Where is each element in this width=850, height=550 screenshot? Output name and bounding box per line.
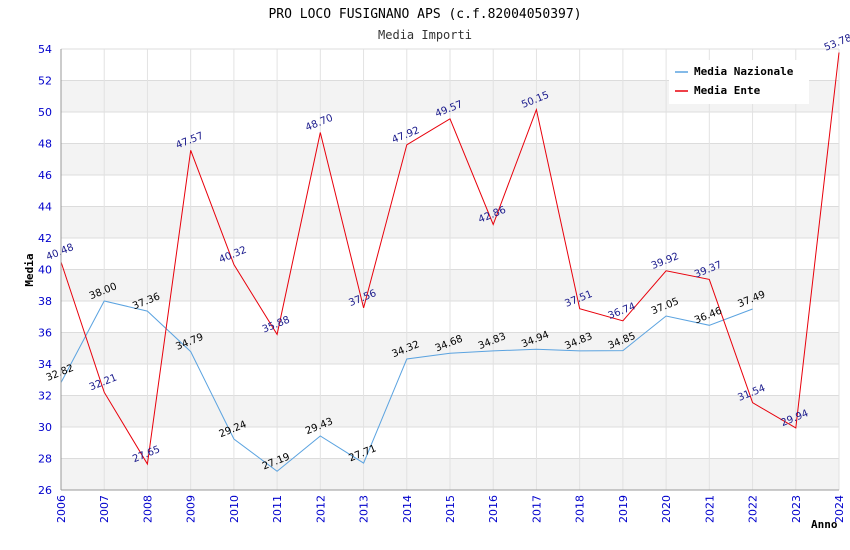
x-tick-label: 2022 xyxy=(747,495,760,523)
x-tick-label: 2016 xyxy=(487,495,500,523)
y-tick-label: 30 xyxy=(38,421,52,434)
y-tick-label: 34 xyxy=(38,358,52,371)
y-tick-label: 40 xyxy=(38,264,52,277)
y-tick-label: 38 xyxy=(38,295,52,308)
legend: Media Nazionale Media Ente xyxy=(669,60,809,104)
x-tick-label: 2013 xyxy=(358,495,371,523)
x-tick-label: 2024 xyxy=(833,495,846,523)
x-tick-label: 2009 xyxy=(185,495,198,523)
x-tick-label: 2018 xyxy=(574,495,587,523)
x-tick-label: 2006 xyxy=(55,495,68,523)
y-tick-label: 50 xyxy=(38,106,52,119)
legend-label-media-nazionale: Media Nazionale xyxy=(694,65,794,78)
x-tick-label: 2019 xyxy=(617,495,630,523)
x-tick-label: 2011 xyxy=(271,495,284,523)
x-tick-label: 2012 xyxy=(314,495,327,523)
y-tick-label: 36 xyxy=(38,327,52,340)
x-axis-label: Anno xyxy=(811,518,838,531)
legend-label-media-ente: Media Ente xyxy=(694,84,761,97)
y-tick-label: 32 xyxy=(38,390,52,403)
y-tick-label: 28 xyxy=(38,453,52,466)
series-line-media-nazionale xyxy=(60,300,753,472)
series-line-media-ente xyxy=(60,52,840,466)
x-tick-label: 2017 xyxy=(530,495,543,523)
chart-subtitle: Media Importi xyxy=(378,28,472,42)
x-tick-label: 2015 xyxy=(444,495,457,523)
x-tick-label: 2014 xyxy=(401,495,414,523)
y-tick-label: 44 xyxy=(38,201,52,214)
y-tick-label: 52 xyxy=(38,75,52,88)
chart-title: PRO LOCO FUSIGNANO APS (c.f.82004050397) xyxy=(268,7,581,22)
x-tick-label: 2010 xyxy=(228,495,241,523)
legend-box xyxy=(669,60,809,104)
x-tick-label: 2021 xyxy=(703,495,716,523)
x-tick-label: 2007 xyxy=(98,495,111,523)
y-tick-label: 46 xyxy=(38,169,52,182)
y-tick-label: 48 xyxy=(38,138,52,151)
y-axis-label: Media xyxy=(23,253,36,286)
axes-layer: 26 28 30 32 34 36 38 40 42 44 46 48 50 52 54 2006 2007 20… xyxy=(38,43,846,523)
x-tick-label: 2020 xyxy=(660,495,673,523)
x-tick-label: 2023 xyxy=(790,495,803,523)
y-tick-label: 54 xyxy=(38,43,52,56)
y-tick-label: 42 xyxy=(38,232,52,245)
y-tick-label: 26 xyxy=(38,484,52,497)
series-layer xyxy=(60,52,840,472)
x-tick-label: 2008 xyxy=(141,495,154,523)
